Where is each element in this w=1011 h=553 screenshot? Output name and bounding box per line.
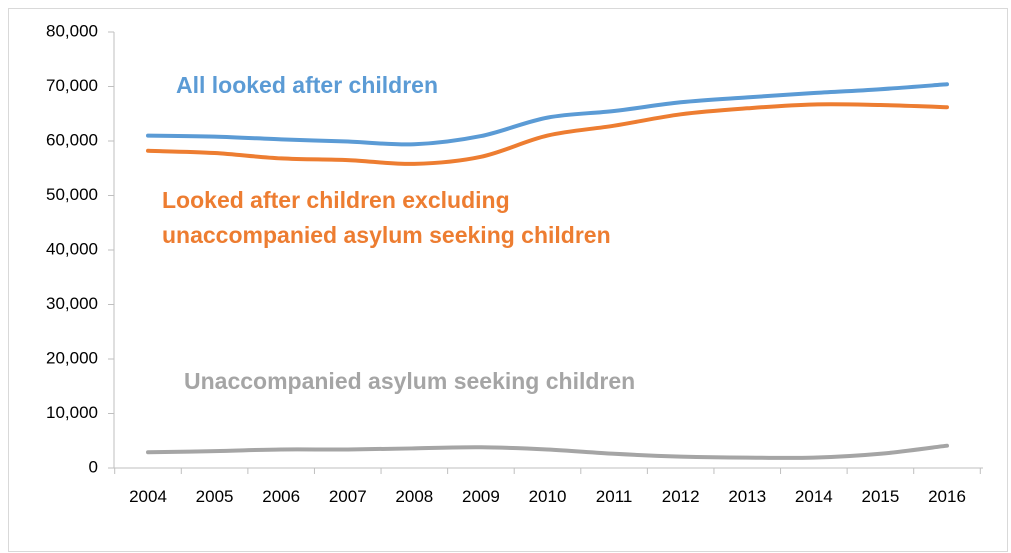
y-tick-label: 40,000 (46, 239, 98, 258)
y-tick-label: 10,000 (46, 403, 98, 422)
x-tick-label: 2016 (928, 487, 966, 506)
x-tick-label: 2007 (329, 487, 367, 506)
series-labels: All looked after children Looked after ch… (162, 72, 635, 394)
y-tick-label: 30,000 (46, 294, 98, 313)
series-lines (146, 82, 949, 460)
y-tick-label: 50,000 (46, 185, 98, 204)
x-tick-label: 2012 (662, 487, 700, 506)
y-tick-label: 80,000 (46, 21, 98, 40)
x-tick-label: 2015 (862, 487, 900, 506)
x-tick-label: 2009 (462, 487, 500, 506)
x-tick-label: 2014 (795, 487, 833, 506)
x-axis-tick-labels: 2004 2005 2006 2007 2008 2009 2010 2011 2012 2013… (129, 487, 966, 506)
series-label-uasc: Unaccompanied asylum seeking children (184, 368, 635, 394)
x-tick-label: 2011 (596, 487, 633, 506)
y-tick-label: 60,000 (46, 130, 98, 149)
series-line-excluding-uasc (146, 102, 949, 166)
series-label-excluding-uasc: Looked after children excluding (162, 187, 510, 213)
x-tick-label: 2004 (129, 487, 167, 506)
series-line-uasc (146, 443, 949, 460)
y-axis-tick-labels: 0 10,000 20,000 30,000 40,000 50,000 60,000 70,… (46, 21, 98, 476)
y-tick-label: 70,000 (46, 76, 98, 95)
x-tick-label: 2005 (196, 487, 234, 506)
axes (108, 31, 983, 474)
line-chart: 0 10,000 20,000 30,000 40,000 50,000 60,000 70,… (46, 21, 983, 506)
x-tick-label: 2010 (529, 487, 567, 506)
series-line-all-looked-after-children (146, 82, 949, 147)
series-label-all-looked-after-children: All looked after children (176, 72, 438, 98)
x-tick-label: 2008 (395, 487, 433, 506)
chart-frame: 0 10,000 20,000 30,000 40,000 50,000 60,000 70,… (8, 8, 1008, 552)
x-tick-label: 2013 (728, 487, 766, 506)
series-label-excluding-uasc: unaccompanied asylum seeking children (162, 222, 611, 248)
y-tick-label: 0 (89, 457, 98, 476)
y-tick-label: 20,000 (46, 348, 98, 367)
x-tick-label: 2006 (262, 487, 300, 506)
